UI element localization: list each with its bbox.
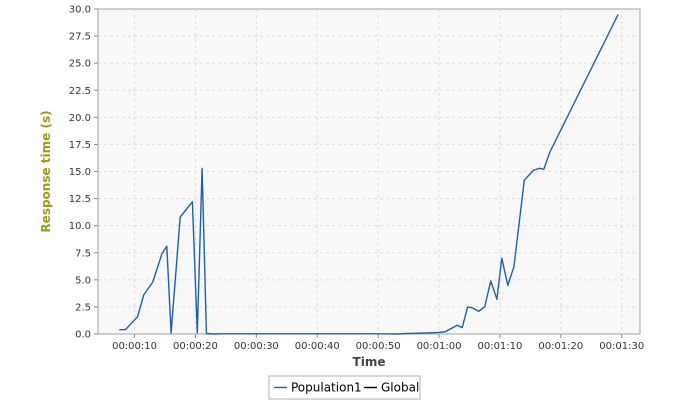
series-lines: [119, 14, 619, 335]
x-axis-title: Time: [353, 355, 386, 369]
y-axis: 0.0 2.5 5.0 7.5 10.0 12.5 15.0 17.5 20.0 22.5 25.0…: [69, 5, 98, 341]
y-tick-label: 12.5: [69, 194, 91, 205]
x-tick-label: 00:00:50: [356, 341, 401, 352]
y-tick-label: 17.5: [69, 140, 91, 151]
legend-label-global: Global: [381, 381, 419, 395]
y-tick-label: 27.5: [69, 32, 91, 43]
y-tick-label: 2.5: [75, 302, 91, 313]
grid-lines: [98, 9, 640, 334]
legend-box: [268, 375, 421, 400]
x-tick-label: 00:00:10: [112, 341, 157, 352]
series-line-population1: [119, 14, 619, 335]
y-tick-label: 22.5: [69, 86, 91, 97]
x-tick-label: 00:01:10: [477, 341, 522, 352]
y-tick-label: 5.0: [75, 275, 91, 286]
y-tick-label: 20.0: [69, 113, 91, 124]
x-axis: 00:00:10 00:00:20 00:00:30 00:00:40 00:00:50…: [112, 334, 644, 352]
y-tick-label: 10.0: [69, 221, 91, 232]
x-tick-label: 00:00:30: [234, 341, 279, 352]
x-tick-label: 00:00:40: [295, 341, 340, 352]
x-tick-label: 00:01:20: [538, 341, 583, 352]
y-tick-label: 0.0: [75, 330, 91, 341]
y-tick-label: 25.0: [69, 59, 91, 70]
legend-label-population1: Population1: [291, 381, 362, 395]
legend: Population1 Global: [268, 375, 421, 400]
x-tick-label: 00:01:30: [599, 341, 644, 352]
y-tick-label: 30.0: [69, 5, 91, 16]
y-tick-label: 7.5: [75, 248, 91, 259]
x-tick-label: 00:01:00: [417, 341, 462, 352]
y-tick-label: 15.0: [69, 167, 91, 178]
y-axis-title: Response time (s): [39, 110, 53, 232]
x-tick-label: 00:00:20: [173, 341, 218, 352]
